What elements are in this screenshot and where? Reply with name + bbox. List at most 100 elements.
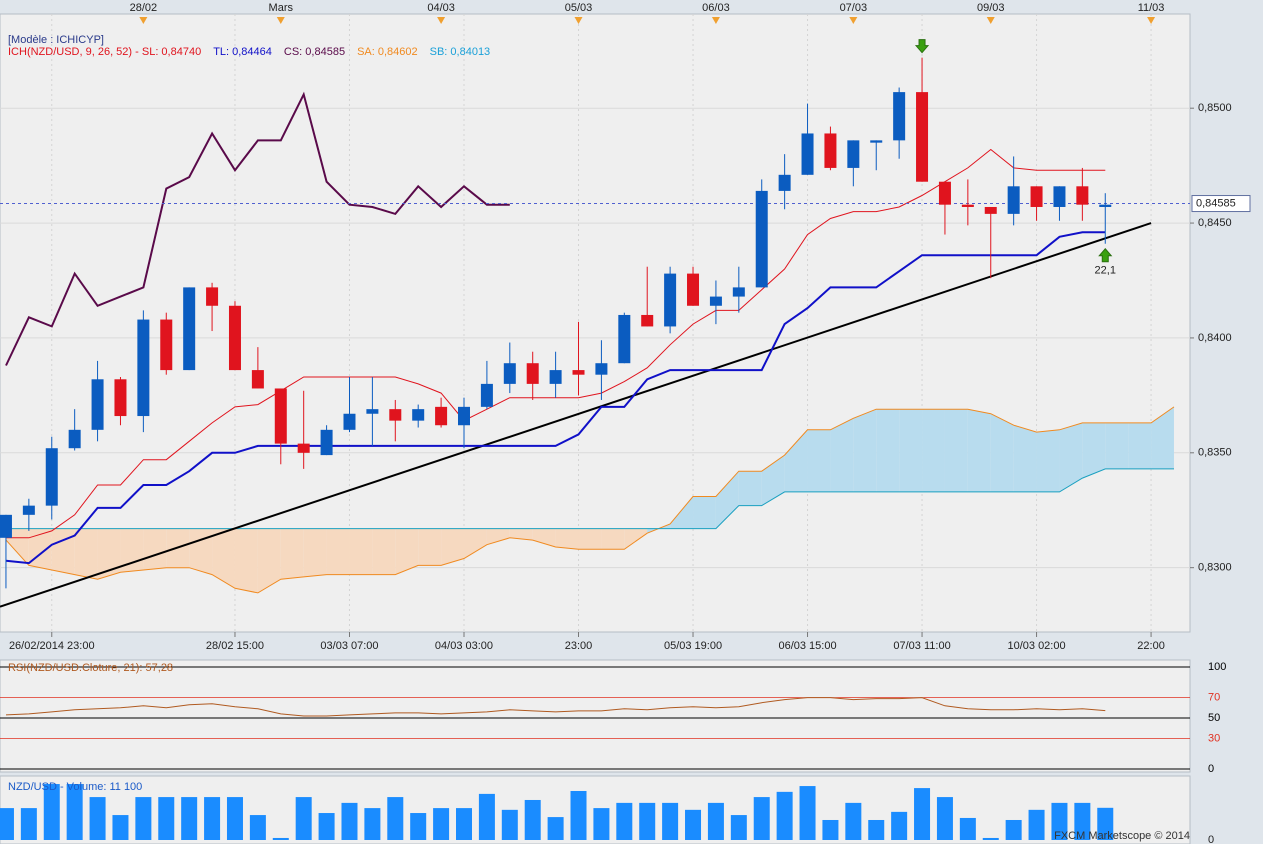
volume-bar [707, 802, 724, 840]
candle-body [801, 133, 814, 175]
last-price-label: 0,84585 [1196, 197, 1236, 209]
candle-body [274, 388, 287, 444]
y-tick-label: 0,8400 [1198, 332, 1232, 344]
top-tick-label: 07/03 [840, 2, 868, 14]
cloud-segment [738, 471, 762, 506]
candle-body [503, 363, 516, 384]
cloud-segment [555, 528, 579, 550]
candle-body [160, 319, 173, 371]
top-tick-label: 05/03 [565, 2, 593, 14]
x-tick-label: 06/03 15:00 [778, 640, 836, 652]
candle-body [641, 314, 654, 327]
volume-bar [249, 815, 266, 840]
candle-body [480, 383, 493, 407]
volume-bar [341, 802, 358, 840]
volume-bar [158, 797, 175, 840]
candle-body [549, 370, 562, 384]
volume-bar [1097, 807, 1114, 840]
y-tick-label: 0 [1208, 834, 1214, 844]
top-tick-label: 11/03 [1138, 2, 1165, 14]
top-tick-label: 06/03 [702, 2, 730, 14]
candle-body [1007, 186, 1020, 214]
cloud-segment [212, 528, 235, 589]
cloud-segment [944, 409, 968, 492]
cloud-segment [349, 528, 373, 575]
volume-bar [433, 808, 450, 840]
cloud-segment [463, 528, 487, 559]
candle-body [824, 133, 837, 168]
cloud-segment [1128, 422, 1152, 469]
volume-bar [410, 813, 427, 840]
candle-body [961, 204, 974, 207]
cloud-segment [853, 409, 877, 492]
cloud-segment [990, 413, 1014, 492]
legend-entry: TL: 0,84464 [213, 46, 272, 58]
cloud-segment [784, 429, 808, 492]
y-tick-label: 0,8450 [1198, 217, 1232, 229]
legend-entry: SB: 0,84013 [430, 46, 491, 58]
candle-body [893, 92, 906, 141]
x-tick-label: 05/03 19:00 [664, 640, 722, 652]
cloud-segment [807, 429, 831, 492]
cloud-segment [967, 409, 991, 492]
candle-body [457, 406, 470, 426]
signal-label: 22,1 [1095, 265, 1116, 277]
model-label: [Modèle : ICHICYP] [8, 34, 104, 46]
cloud-segment [143, 528, 167, 570]
y-tick-label: 0,8500 [1198, 102, 1232, 114]
volume-title: NZD/USD - Volume: 11 100 [8, 781, 142, 793]
volume-bar [89, 797, 106, 840]
volume-bar [1074, 802, 1091, 840]
cloud-segment [509, 528, 533, 541]
volume-bar [318, 813, 335, 840]
ichimoku-line [5, 91, 510, 366]
volume-bar [387, 797, 404, 840]
cloud-segment [97, 528, 121, 580]
candle-body [916, 92, 929, 182]
volume-bar [959, 817, 976, 840]
cloud-segment [1036, 429, 1060, 492]
x-tick-label: 10/03 02:00 [1007, 640, 1065, 652]
volume-bar [524, 799, 541, 840]
x-tick-label: 23:00 [565, 640, 593, 652]
candle-body [435, 406, 448, 426]
cloud-segment [326, 528, 350, 575]
rsi-line [5, 697, 1106, 717]
session-marker [1147, 17, 1156, 24]
top-tick-label: 04/03 [427, 2, 455, 14]
y-tick-label: 70 [1208, 692, 1220, 704]
candle-body [389, 409, 402, 421]
span-b-line [6, 468, 1174, 530]
top-tick-label: 28/02 [130, 2, 158, 14]
top-tick-label: Mars [269, 2, 294, 14]
candle-body [618, 314, 631, 364]
volume-bar [204, 797, 221, 840]
span-a-line [5, 406, 1175, 594]
volume-bar [845, 802, 862, 840]
cloud-segment [441, 528, 464, 566]
legend-entry: CS: 0,84585 [284, 46, 345, 58]
candle-body [847, 140, 860, 168]
volume-bar [799, 786, 816, 840]
volume-bar [662, 802, 679, 840]
candle-body [0, 514, 12, 538]
candle-body [687, 273, 700, 306]
volume-bar [730, 815, 747, 840]
candle-body [526, 363, 539, 384]
session-marker [849, 17, 858, 24]
rsi-panel [0, 659, 1191, 773]
x-tick-label: 03/03 07:00 [320, 640, 378, 652]
candle-body [114, 379, 127, 417]
volume-bar [1005, 819, 1022, 840]
legend-entry: ICH(NZD/USD, 9, 26, 52) - SL: 0,84740 [8, 46, 201, 58]
y-tick-label: 0,8350 [1198, 447, 1232, 459]
rsi-title: RSI(NZD/USD.Cloture, 21): 57,28 [8, 662, 173, 674]
candle-body [206, 287, 219, 306]
volume-bar [982, 837, 999, 840]
cloud-segment [578, 528, 602, 550]
x-tick-label: 22:00 [1137, 640, 1165, 652]
cloud-segment [1082, 422, 1106, 479]
cloud-segment [74, 528, 98, 580]
